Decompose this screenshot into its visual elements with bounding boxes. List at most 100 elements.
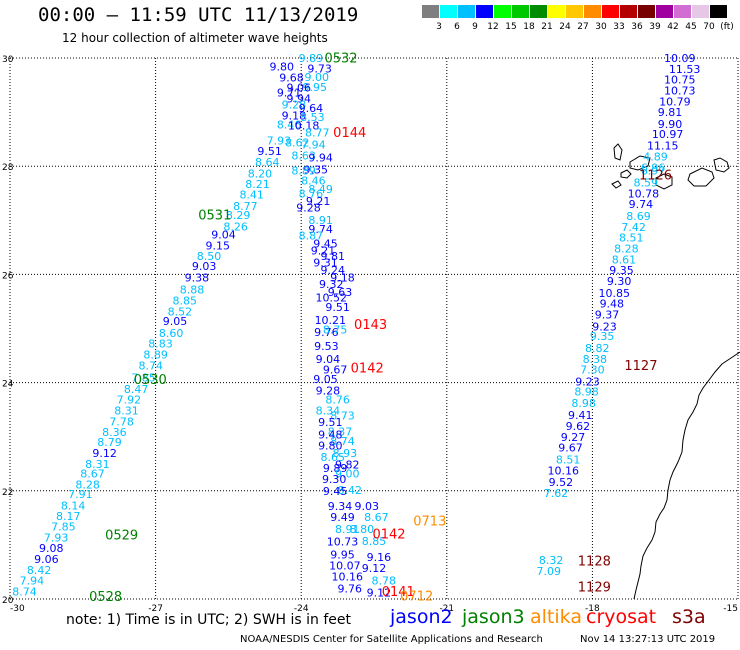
page-subtitle: 12 hour collection of altimeter wave hei… — [62, 31, 328, 45]
swh-label: 8.89 — [291, 165, 316, 178]
swh-label: 9.48 — [318, 429, 343, 442]
swh-label: 7.42 — [621, 221, 646, 234]
satellite-legend-jason3: jason3 — [462, 606, 525, 628]
pass-time-label: 1126 — [639, 168, 672, 183]
swh-label: 8.46 — [277, 119, 302, 132]
swh-label: 9.90 — [658, 118, 683, 131]
swh-label: 9.81 — [658, 106, 683, 119]
island-tenerife — [629, 155, 651, 171]
swh-label: 7.93 — [267, 134, 292, 147]
colorbar-swatch — [476, 5, 493, 18]
lon-tick-label: -24 — [294, 604, 309, 614]
swh-label: 9.12 — [367, 587, 392, 600]
swh-label: 10.52 — [316, 292, 348, 305]
pass-time-label: 1129 — [578, 581, 611, 596]
lat-tick-label: 24 — [2, 380, 14, 390]
pass-time-label: 1127 — [624, 359, 657, 374]
colorbar-label: 12 — [487, 22, 499, 32]
satellite-legend-jason2: jason2 — [390, 606, 453, 628]
swh-label: 9.34 — [328, 500, 353, 513]
swh-label: 9.32 — [319, 278, 344, 291]
swh-label: 10.78 — [628, 187, 660, 200]
lat-tick-label: 26 — [2, 271, 14, 281]
swh-label: 8.14 — [61, 499, 86, 512]
swh-label: 9.74 — [629, 198, 654, 211]
colorbar-label: (ft) — [720, 22, 734, 32]
swh-label: 9.68 — [279, 72, 304, 85]
swh-label: 8.21 — [245, 178, 270, 191]
swh-label: 8.93 — [333, 447, 358, 460]
swh-label: 8.82 — [585, 342, 610, 355]
swh-label: 8.98 — [574, 385, 599, 398]
swh-label: 9.08 — [39, 542, 64, 555]
swh-label: 9.67 — [323, 364, 348, 377]
colorbar-label: 9 — [472, 22, 478, 32]
swh-label: 9.76 — [314, 326, 339, 339]
credit-text: NOAA/NESDIS Center for Satellite Applica… — [240, 634, 543, 645]
page-title: 00:00 – 11:59 UTC 11/13/2019 — [38, 4, 359, 26]
colorbar-swatch — [548, 5, 565, 18]
swh-label: 9.80 — [318, 439, 343, 452]
pass-time-label: 0142 — [351, 362, 384, 377]
colorbar-swatch — [512, 5, 529, 18]
lon-tick-label: -15 — [723, 604, 738, 614]
swh-label: 9.12 — [362, 562, 387, 575]
swh-label: 9.37 — [595, 309, 620, 322]
swh-label: 9.21 — [311, 245, 336, 258]
swh-label: 8.63 — [291, 149, 316, 162]
swh-label: 8.83 — [148, 338, 173, 351]
swh-label: 9.23 — [592, 320, 617, 333]
swh-label: 8.78 — [371, 575, 396, 588]
swh-label: 9.18 — [282, 109, 307, 122]
swh-label: 9.48 — [600, 298, 625, 311]
island-lanzarote — [713, 157, 730, 173]
swh-label: 10.73 — [327, 536, 359, 549]
swh-label: 8.69 — [626, 210, 651, 223]
map-grid — [9, 57, 739, 600]
lat-tick-label: 22 — [2, 488, 13, 498]
swh-label: 8.76 — [325, 393, 350, 406]
colorbar-swatch — [566, 5, 583, 18]
swh-label: 9.24 — [320, 264, 345, 277]
swh-label: 9.03 — [192, 260, 217, 273]
track-labels: 9.899.80 9.739.009.689.959.069.719.949.28… — [12, 52, 700, 600]
island-la-palma — [613, 143, 623, 161]
colorbar-label: 39 — [649, 22, 661, 32]
swh-label: 8.37 — [328, 425, 353, 438]
swh-label: 9.06 — [287, 81, 312, 94]
swh-label: 7.94 — [301, 139, 326, 152]
african-coastline — [633, 351, 740, 600]
swh-label: 9.04 — [316, 353, 341, 366]
swh-label: 8.64 — [255, 156, 280, 169]
swh-label: 9.45 — [313, 238, 338, 251]
swh-label: 4.89 — [643, 151, 668, 164]
island-hierro — [611, 180, 622, 189]
swh-label: 8.85 — [172, 294, 197, 307]
colorbar-swatch — [494, 5, 511, 18]
swh-label: 8.26 — [223, 220, 248, 233]
colorbar-swatch — [458, 5, 475, 18]
swh-label: 9.27 — [561, 431, 586, 444]
colorbar-label: 30 — [595, 22, 607, 32]
swh-label: 9.89 — [299, 52, 324, 65]
swh-label: 8.61 — [612, 253, 637, 266]
swh-label: 9.71 — [277, 87, 302, 100]
swh-label: 11.53 — [669, 63, 701, 76]
colorbar-label: 3 — [436, 22, 442, 32]
island-gomera — [620, 169, 632, 179]
swh-label: 9.35 — [609, 264, 634, 277]
swh-label: 9.00 — [304, 71, 329, 84]
swh-label: 9.89 — [323, 462, 348, 475]
swh-label: 9.94 — [287, 93, 312, 106]
swh-label: 9.52 — [549, 476, 574, 489]
swh-label: 8.17 — [56, 510, 81, 523]
swh-label: 9.67 — [558, 442, 583, 455]
swh-label: 7.93 — [44, 531, 69, 544]
pass-labels: 0532 0531 0530 0529 0528 0144 0143 0142 0142 0141… — [89, 52, 672, 605]
pass-time-label: 0712 — [400, 589, 433, 604]
pass-time-label: 1128 — [578, 555, 611, 570]
footer-note: note: 1) Time is in UTC; 2) SWH is in fe… — [66, 612, 352, 628]
swh-label: 8.59 — [634, 177, 659, 190]
swh-label: 8.74 — [138, 359, 163, 372]
timestamp-text: Nov 14 13:27:13 UTC 2019 — [580, 634, 716, 645]
